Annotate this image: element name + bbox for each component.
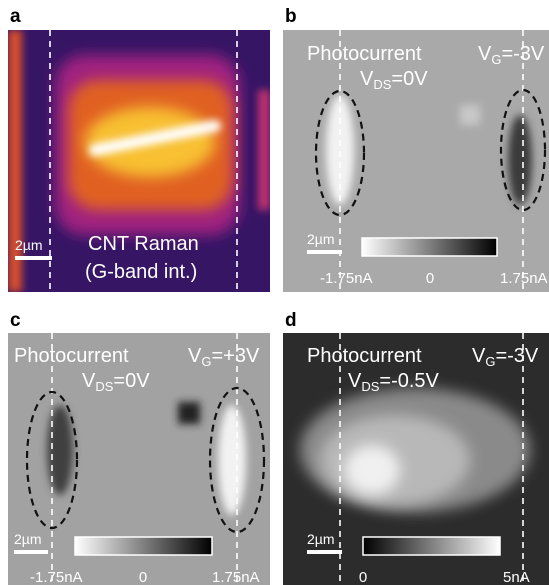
text-part: G bbox=[485, 354, 495, 369]
figure: a 2µm CNT Raman (G-band int.) b Photocur… bbox=[0, 0, 549, 585]
gate-voltage: VG=-3V bbox=[478, 43, 545, 67]
colorbar bbox=[75, 537, 212, 555]
colorbar bbox=[363, 537, 500, 555]
text-part: V bbox=[348, 370, 362, 392]
scale-bar-label: 2µm bbox=[15, 237, 43, 253]
text-part: V bbox=[188, 345, 202, 367]
caption: CNT Raman bbox=[88, 233, 199, 255]
text-part: V bbox=[478, 43, 492, 65]
colorbar-label: 1.75nA bbox=[212, 569, 260, 585]
colorbar-label: 5nA bbox=[503, 569, 530, 585]
text-part: =+3V bbox=[211, 345, 259, 367]
colorbar bbox=[362, 238, 497, 256]
gate-voltage: VG=-3V bbox=[472, 345, 539, 369]
panel-label: d bbox=[285, 310, 297, 331]
text-part: =0V bbox=[113, 370, 150, 392]
text-part: DS bbox=[361, 379, 379, 394]
bias-voltage: VDS=0V bbox=[360, 68, 428, 92]
colorbar-label: -1.75nA bbox=[320, 270, 373, 287]
caption: (G-band int.) bbox=[85, 261, 197, 283]
gate-voltage: VG=+3V bbox=[188, 345, 260, 369]
bias-voltage: VDS=0V bbox=[82, 370, 150, 394]
colorbar-label: 1.75nA bbox=[500, 270, 548, 287]
title: Photocurrent bbox=[307, 345, 422, 367]
text-part: G bbox=[201, 354, 211, 369]
panel-label: c bbox=[10, 310, 21, 331]
text-part: =-3V bbox=[495, 345, 538, 367]
panel-label: b bbox=[285, 6, 297, 27]
title: Photocurrent bbox=[14, 345, 129, 367]
scale-bar-label: 2µm bbox=[307, 531, 335, 547]
colorbar-label: 0 bbox=[359, 569, 367, 585]
text-part: =-3V bbox=[501, 43, 544, 65]
text-part: V bbox=[472, 345, 486, 367]
scale-bar-label: 2µm bbox=[14, 531, 42, 547]
text-part: =-0.5V bbox=[379, 370, 439, 392]
panel-label: a bbox=[10, 6, 21, 27]
colorbar-label: 0 bbox=[426, 270, 434, 287]
text-part: DS bbox=[373, 77, 391, 92]
text-part: V bbox=[360, 68, 374, 90]
colorbar-label: -1.75nA bbox=[30, 569, 83, 585]
scale-bar-label: 2µm bbox=[307, 231, 335, 247]
colorbar-label: 0 bbox=[139, 569, 147, 585]
title: Photocurrent bbox=[307, 43, 422, 65]
text-part: V bbox=[82, 370, 96, 392]
text-part: G bbox=[491, 52, 501, 67]
text-part: =0V bbox=[391, 68, 428, 90]
text-part: DS bbox=[95, 379, 113, 394]
